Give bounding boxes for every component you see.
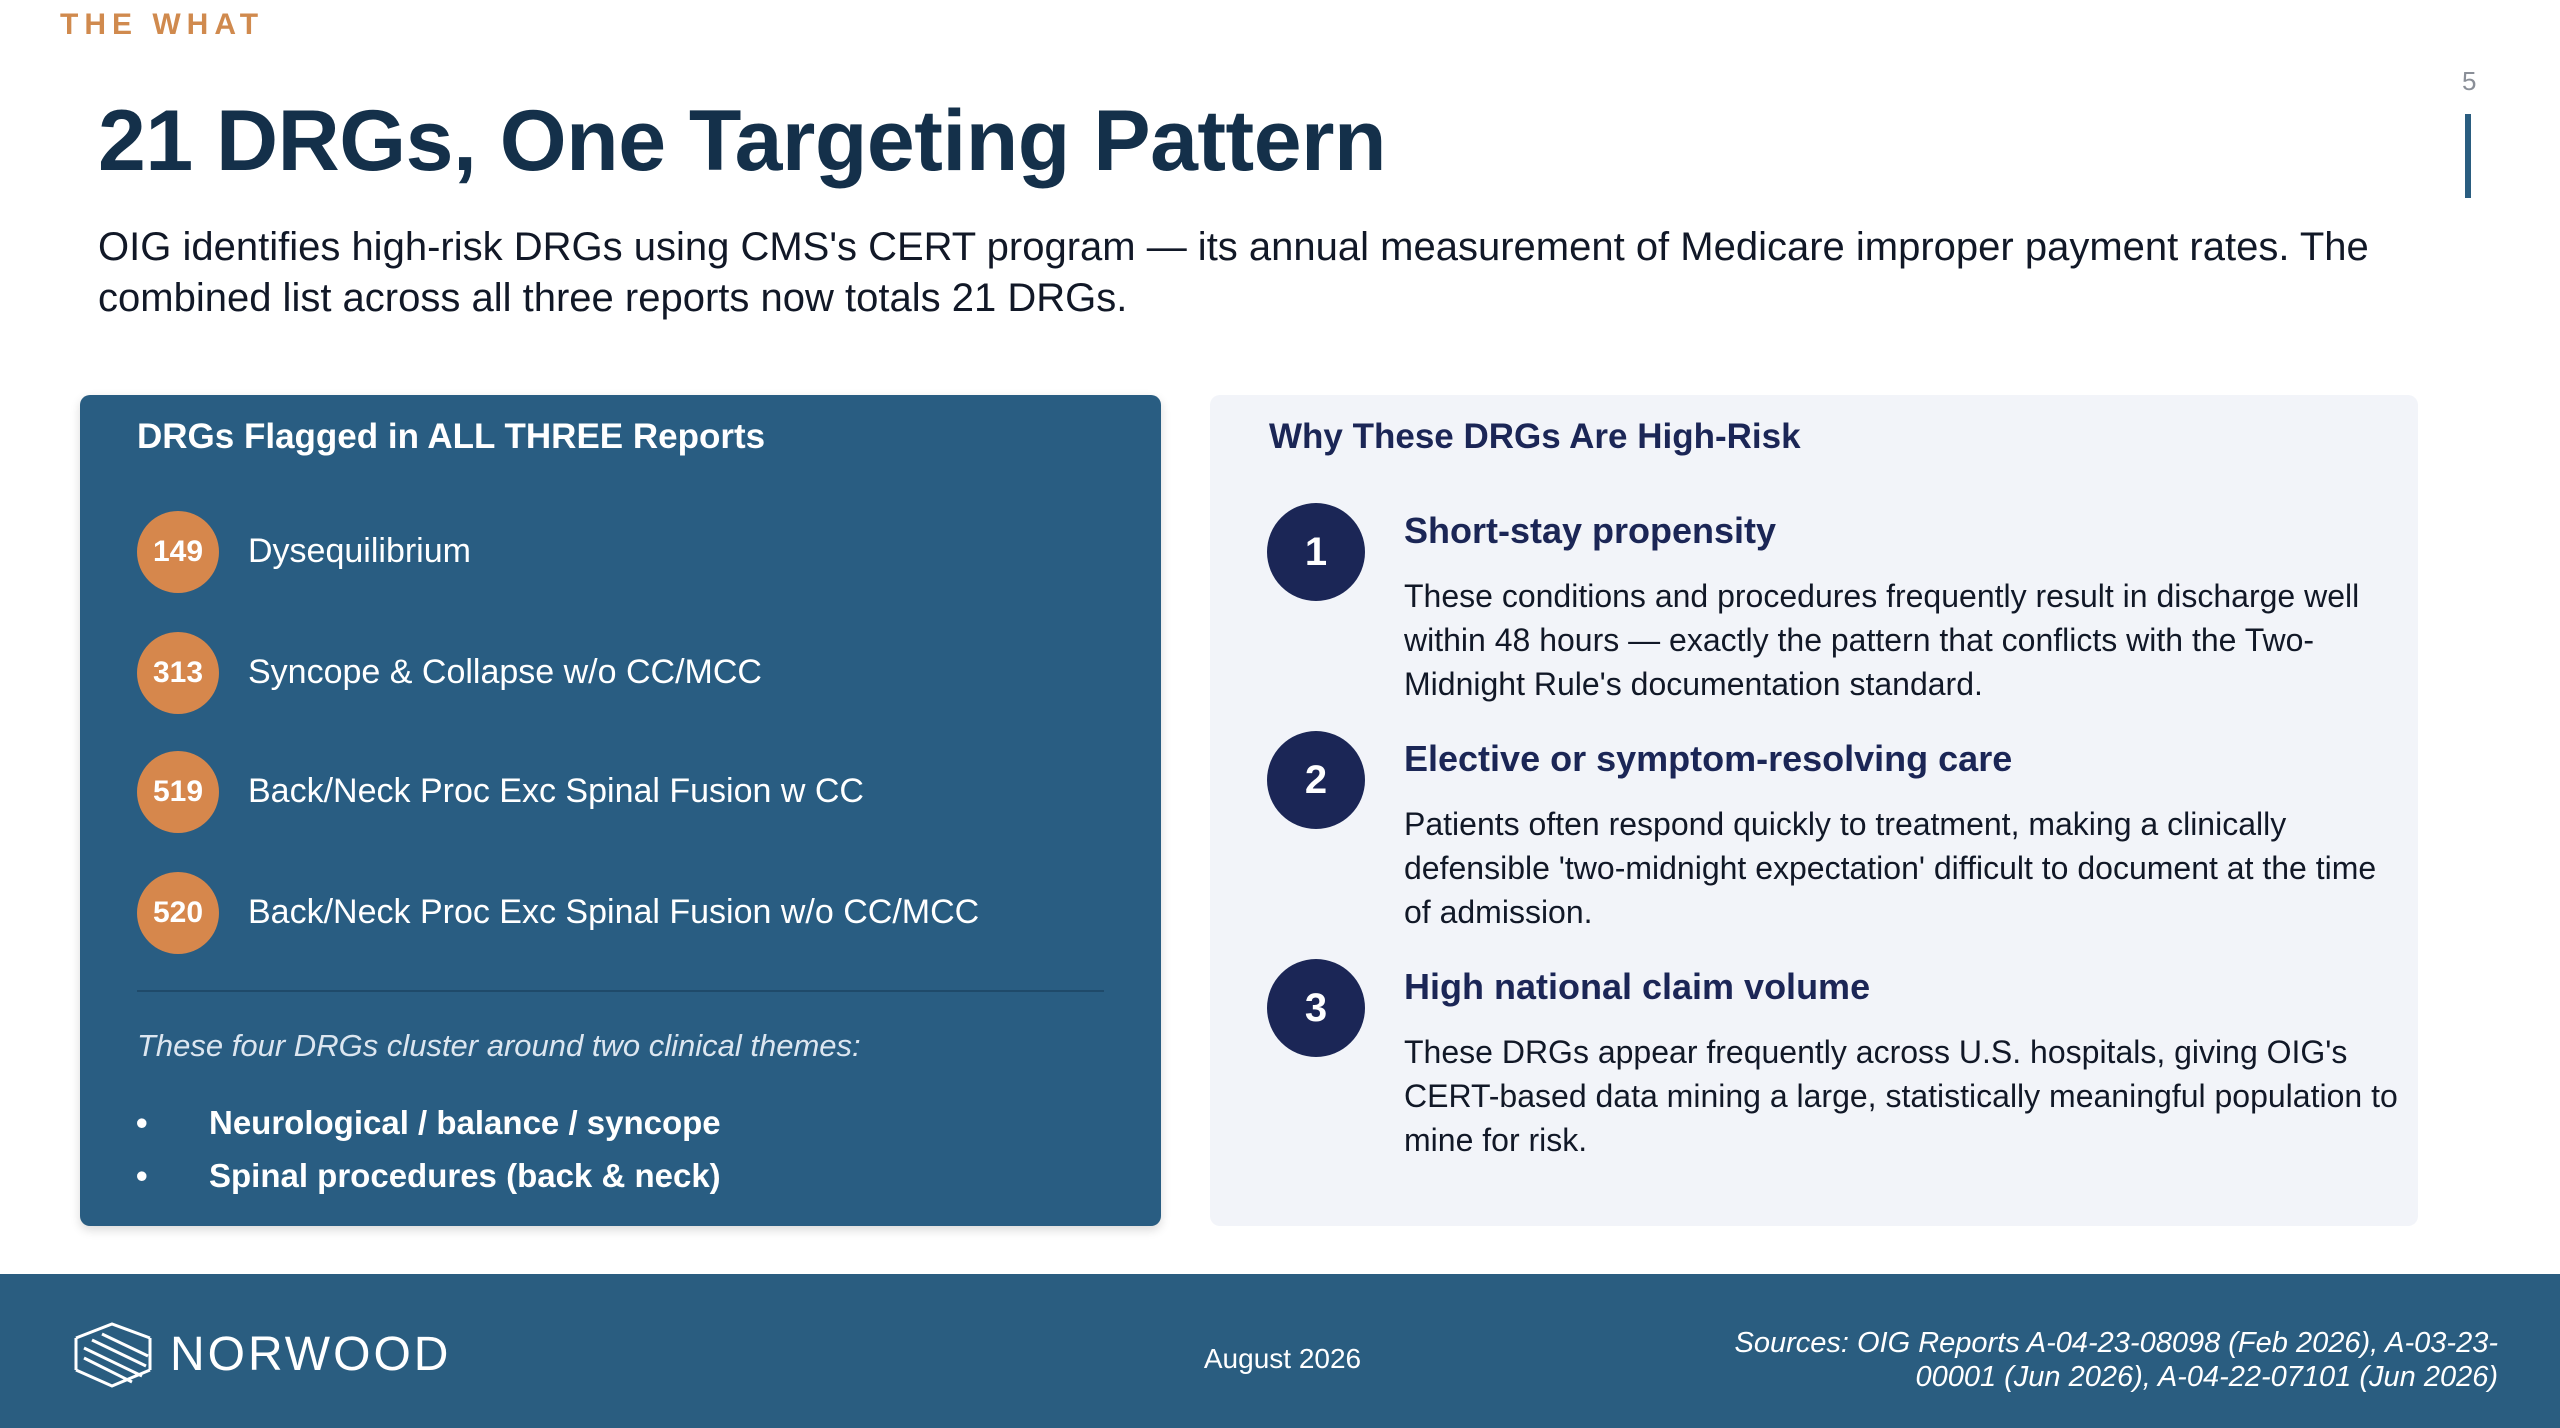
drg-label: Dysequilibrium	[248, 532, 471, 570]
drg-code: 519	[137, 751, 219, 833]
divider	[137, 990, 1104, 992]
drg-label: Back/Neck Proc Exc Spinal Fusion w CC	[248, 772, 864, 810]
step-number: 3	[1267, 959, 1365, 1057]
sources: Sources: OIG Reports A-04-23-08098 (Feb …	[1734, 1327, 2498, 1393]
left-panel	[80, 395, 1161, 1226]
subtitle: OIG identifies high-risk DRGs using CMS'…	[98, 225, 2369, 320]
page-number: 5	[2462, 66, 2477, 96]
item-title: Elective or symptom-resolving care	[1404, 738, 2013, 779]
bullet-dot: •	[136, 1104, 148, 1141]
item-body: These DRGs appear frequently across U.S.…	[1404, 1034, 2398, 1158]
panel-heading: DRGs Flagged in ALL THREE Reports	[137, 417, 766, 456]
item-body: These conditions and procedures frequent…	[1404, 578, 2360, 702]
bullet-text: Spinal procedures (back & neck)	[209, 1157, 721, 1194]
step-number: 2	[1267, 731, 1365, 829]
item-body: Patients often respond quickly to treatm…	[1404, 806, 2377, 930]
right-panel	[1210, 395, 2418, 1226]
panel-heading: Why These DRGs Are High-Risk	[1269, 417, 1801, 456]
section-label: THE WHAT	[60, 8, 265, 41]
footer	[0, 1274, 2560, 1428]
title: 21 DRGs, One Targeting Pattern	[98, 93, 1387, 189]
drg-label: Syncope & Collapse w/o CC/MCC	[248, 653, 762, 691]
note: These four DRGs cluster around two clini…	[137, 1028, 861, 1063]
bullet-text: Neurological / balance / syncope	[209, 1104, 721, 1141]
drg-label: Back/Neck Proc Exc Spinal Fusion w/o CC/…	[248, 893, 980, 931]
bullet-dot: •	[136, 1157, 148, 1194]
drg-code: 149	[137, 511, 219, 593]
date: August 2026	[1203, 1343, 1362, 1374]
logo-text: NORWOOD	[170, 1328, 452, 1381]
accent-bar	[2465, 114, 2471, 198]
step-number: 1	[1267, 503, 1365, 601]
logo-icon	[74, 1322, 152, 1388]
item-title: Short-stay propensity	[1404, 510, 1777, 551]
drg-code: 313	[137, 632, 219, 714]
drg-code: 520	[137, 872, 219, 954]
item-title: High national claim volume	[1404, 966, 1871, 1007]
